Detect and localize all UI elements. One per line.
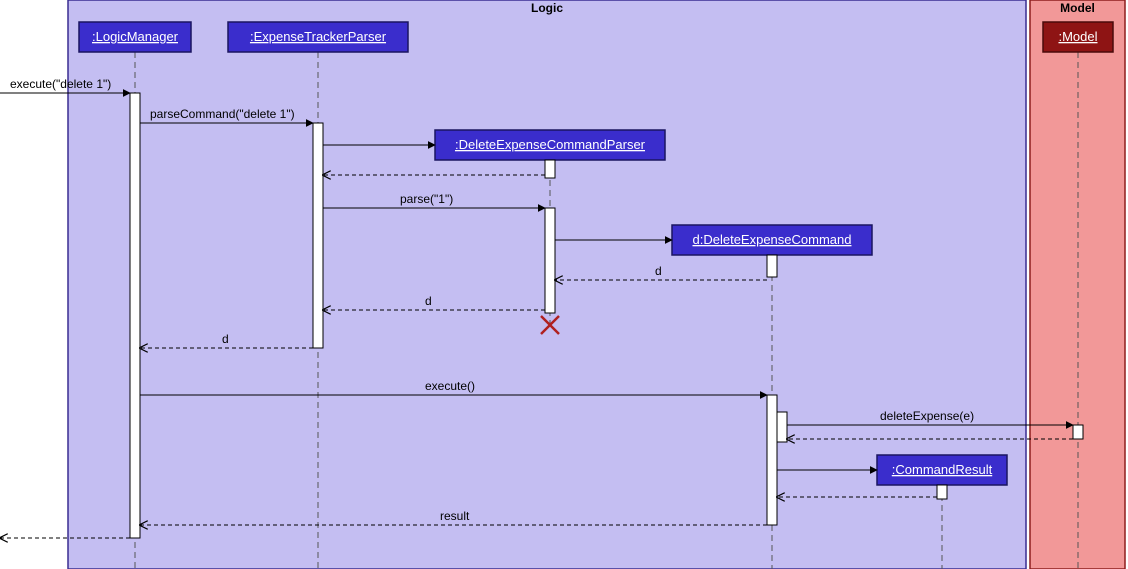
message-label: d — [222, 332, 229, 346]
message-label: d — [655, 264, 662, 278]
activation-cr — [937, 485, 947, 499]
frame-title: Logic — [531, 1, 563, 15]
activation-lm — [130, 93, 140, 538]
message-label: result — [440, 509, 470, 523]
message-label: d — [425, 294, 432, 308]
message-label: parse("1") — [400, 192, 453, 206]
participant-label-cr: :CommandResult — [892, 462, 993, 477]
activation-dec — [767, 255, 777, 277]
activation-dec — [777, 412, 787, 442]
sequence-diagram: Logic Model :LogicManager :ExpenseTrackerPa… — [0, 0, 1128, 569]
message-label: deleteExpense(e) — [880, 409, 974, 423]
activation-decp — [545, 208, 555, 313]
activation-mdl — [1073, 425, 1083, 439]
frame-title: Model — [1060, 1, 1095, 15]
activation-dec — [767, 395, 777, 525]
participant-label-dec: d:DeleteExpenseCommand — [693, 232, 852, 247]
participant-label-etp: :ExpenseTrackerParser — [250, 29, 387, 44]
participant-label-lm: :LogicManager — [92, 29, 179, 44]
message-label: execute("delete 1") — [10, 77, 111, 91]
message-label: parseCommand("delete 1") — [150, 107, 295, 121]
activation-etp — [313, 123, 323, 348]
participant-label-decp: :DeleteExpenseCommandParser — [455, 137, 646, 152]
message-label: execute() — [425, 379, 475, 393]
activation-decp — [545, 160, 555, 178]
participant-label-mdl: :Model — [1058, 29, 1097, 44]
